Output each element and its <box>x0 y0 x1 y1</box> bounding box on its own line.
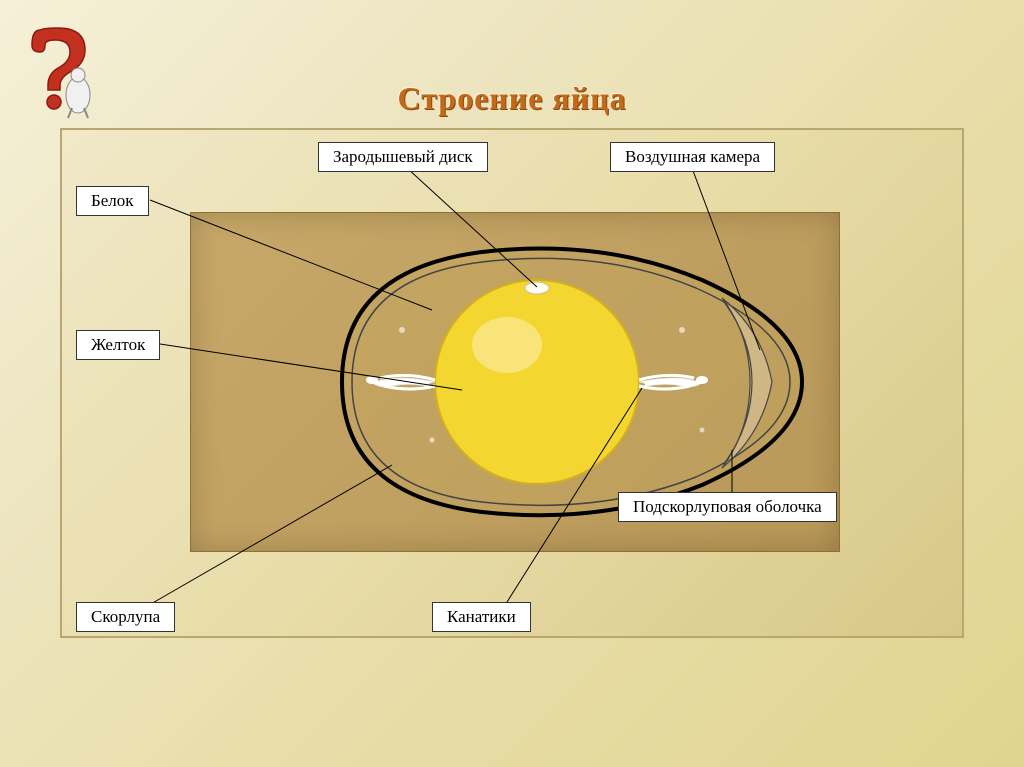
diagram-frame: Зародышевый диск Воздушная камера Белок … <box>60 128 964 638</box>
bubble <box>399 327 405 333</box>
egg-diagram-svg <box>62 130 966 640</box>
label-shell: Скорлупа <box>76 602 175 632</box>
label-chalazae: Канатики <box>432 602 531 632</box>
leader-shell <box>137 465 392 612</box>
question-mark-icon <box>20 20 110 120</box>
chalaza-right-tip <box>696 376 708 384</box>
bubble <box>679 327 685 333</box>
bubble <box>700 428 705 433</box>
label-yolk: Желток <box>76 330 160 360</box>
label-albumen: Белок <box>76 186 149 216</box>
germinal-disc <box>525 282 549 294</box>
label-air-cell: Воздушная камера <box>610 142 775 172</box>
label-shell-membrane: Подскорлуповая оболочка <box>618 492 837 522</box>
yolk <box>435 280 639 484</box>
yolk-highlight <box>472 317 542 373</box>
leader-albumen <box>150 200 432 310</box>
diagram-title: Строение яйца <box>397 80 626 117</box>
bubble <box>430 438 435 443</box>
label-germinal-disc: Зародышевый диск <box>318 142 488 172</box>
